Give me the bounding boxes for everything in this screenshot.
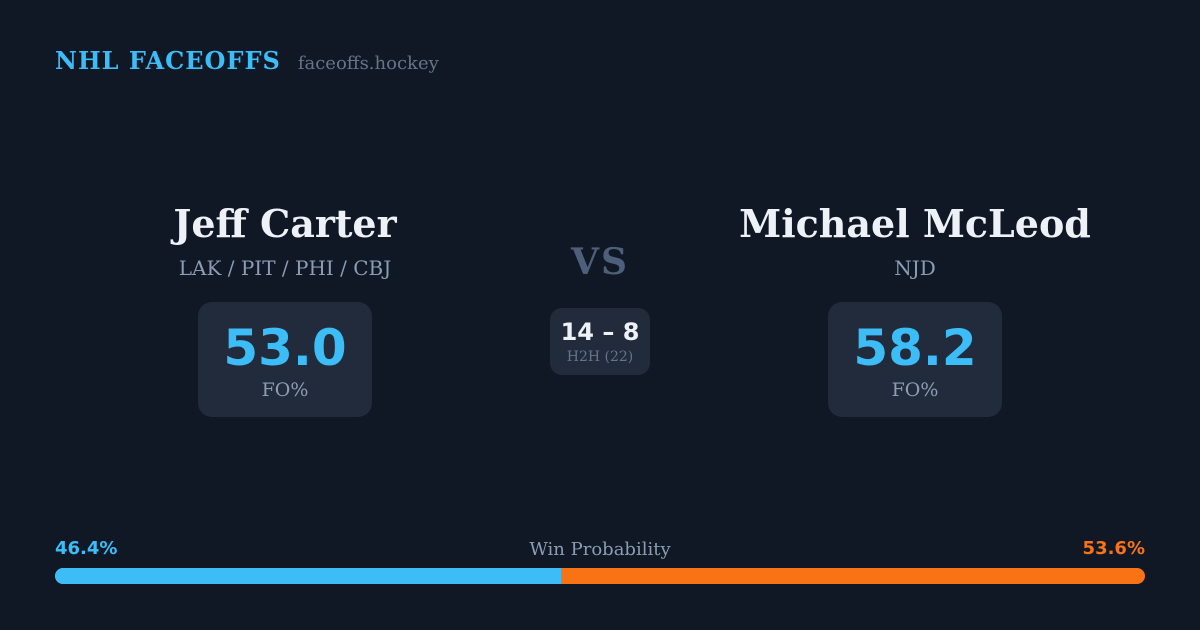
vs-label: VS <box>571 241 629 283</box>
player-left-stat-label: FO% <box>261 378 309 401</box>
player-left-stat-card: 53.0 FO% <box>198 302 372 417</box>
win-probability-bar <box>55 568 1145 584</box>
win-probability-labels: 46.4% Win Probability 53.6% <box>55 538 1145 564</box>
player-right-name: Michael McLeod <box>739 201 1091 246</box>
win-probability-left-pct: 46.4% <box>55 538 118 559</box>
player-right-stat-card: 58.2 FO% <box>828 302 1002 417</box>
player-left-name: Jeff Carter <box>173 201 397 246</box>
player-left-fo-pct: 53.0 <box>223 318 347 377</box>
win-probability-right-pct: 53.6% <box>1082 538 1145 559</box>
versus-column: VS 14 – 8 H2H (22) <box>515 200 685 417</box>
player-right-column: Michael McLeod NJD 58.2 FO% <box>685 200 1145 417</box>
player-left-column: Jeff Carter LAK / PIT / PHI / CBJ 53.0 F… <box>55 200 515 417</box>
player-left-teams: LAK / PIT / PHI / CBJ <box>178 256 392 280</box>
h2h-label: H2H (22) <box>566 348 634 365</box>
win-probability-title: Win Probability <box>529 539 671 560</box>
win-prob-fill-left <box>55 568 561 584</box>
h2h-card: 14 – 8 H2H (22) <box>550 308 650 375</box>
player-right-stat-label: FO% <box>891 378 939 401</box>
matchup-row: Jeff Carter LAK / PIT / PHI / CBJ 53.0 F… <box>55 200 1145 417</box>
h2h-record: 14 – 8 <box>560 317 640 346</box>
player-right-teams: NJD <box>894 256 936 280</box>
brand-logo-text: NHL FACEOFFS <box>55 46 281 75</box>
site-url: faceoffs.hockey <box>297 53 439 74</box>
player-right-fo-pct: 58.2 <box>853 318 977 377</box>
header: NHL FACEOFFS faceoffs.hockey <box>55 46 439 75</box>
